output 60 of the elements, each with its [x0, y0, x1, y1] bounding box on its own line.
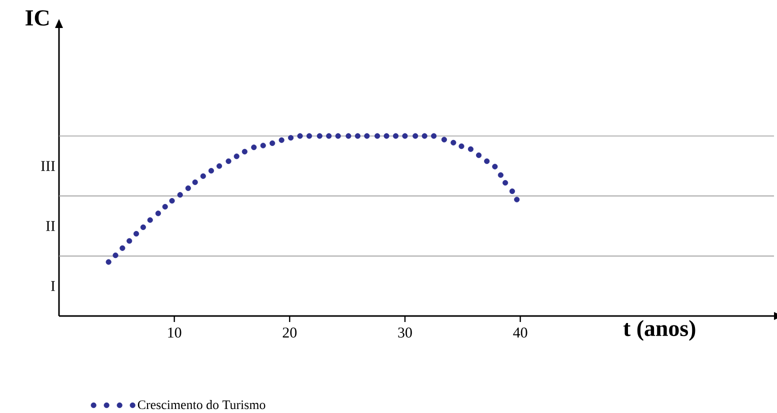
point: [458, 143, 464, 150]
point: [484, 158, 490, 164]
text: II: [46, 221, 55, 231]
point: [133, 230, 140, 237]
point: [140, 224, 146, 230]
point: [450, 140, 456, 146]
point: [374, 133, 380, 139]
point: [278, 137, 284, 143]
point: [441, 136, 447, 142]
x-tick-label: 30: [398, 328, 412, 338]
point: [306, 133, 312, 139]
point: [509, 188, 516, 194]
point: [354, 133, 360, 139]
point: [476, 152, 482, 158]
point: [216, 163, 222, 169]
point: [412, 133, 418, 139]
point: [335, 133, 341, 139]
point: [251, 144, 257, 150]
point: [120, 245, 126, 251]
point: [234, 154, 240, 160]
point: [147, 217, 153, 223]
point: [208, 168, 214, 174]
x-tick-label: 20: [282, 328, 297, 338]
point: [364, 133, 370, 139]
point: [242, 148, 248, 154]
text: I: [51, 281, 55, 291]
point: [346, 133, 352, 139]
point: [468, 146, 474, 152]
point: [431, 133, 437, 139]
point: [155, 210, 161, 216]
y-axis-title: IC: [26, 10, 49, 26]
point: [200, 173, 206, 179]
point: [169, 198, 175, 204]
point: [226, 158, 232, 164]
point: [402, 133, 408, 139]
point: [126, 238, 132, 244]
x-tick-label: 10: [168, 328, 182, 338]
x-tick-label: 40: [513, 328, 528, 338]
point: [162, 204, 168, 210]
point: [498, 172, 504, 178]
point: [384, 133, 390, 139]
point: [316, 133, 322, 139]
text: III: [41, 161, 55, 171]
point: [112, 252, 118, 258]
point: [260, 142, 266, 148]
point: [514, 196, 520, 202]
point: [177, 192, 183, 198]
point: [185, 185, 191, 191]
point: [270, 140, 276, 146]
point: [492, 164, 498, 170]
point: [326, 133, 332, 139]
point: [502, 180, 508, 186]
point: [192, 179, 198, 186]
point: [106, 259, 112, 265]
legend-label: Crescimento do Turismo: [138, 400, 266, 410]
x-axis-title: t (anos): [623, 320, 696, 341]
point: [288, 135, 294, 141]
point: [422, 133, 428, 139]
point: [297, 133, 303, 139]
point: [392, 133, 399, 139]
